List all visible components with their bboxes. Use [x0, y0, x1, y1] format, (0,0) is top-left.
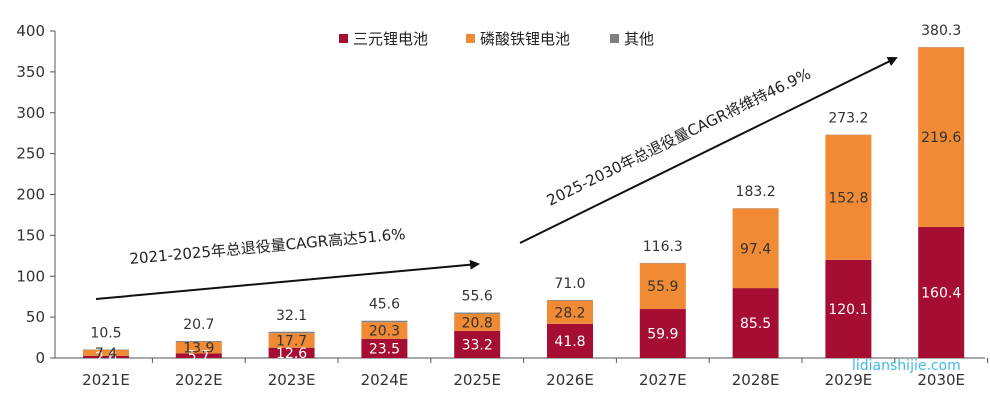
x-tick-label: 2021E [82, 371, 130, 389]
y-tick-label: 350 [16, 63, 45, 81]
total-label: 45.6 [369, 297, 400, 313]
total-label: 116.3 [643, 239, 683, 255]
bar-segment [639, 263, 686, 310]
bar-segment [918, 226, 965, 358]
segment-label: 85.5 [740, 316, 771, 332]
total-label: 55.6 [462, 289, 493, 305]
bars [83, 47, 965, 358]
segment-label: 160.4 [921, 285, 961, 301]
bar-segment [175, 341, 222, 354]
total-label: 20.7 [183, 317, 214, 333]
bar-segment [83, 355, 129, 358]
bar-segment [361, 320, 408, 323]
y-tick-label: 400 [16, 22, 45, 40]
bar-segment [361, 338, 408, 358]
segment-label: 28.2 [554, 305, 585, 321]
bar-segment [83, 349, 129, 356]
bar-segment [268, 347, 315, 358]
segment-label: 7.4 [95, 346, 117, 362]
segment-label: 5.7 [188, 349, 210, 365]
segment-label: 12.6 [276, 346, 307, 362]
segment-label: 20.8 [462, 315, 493, 331]
x-tick-label: 2025E [453, 371, 501, 389]
legend-swatch [466, 34, 475, 43]
bar-segment [918, 47, 965, 227]
bar-segment [454, 313, 501, 331]
legend-swatch [339, 34, 348, 43]
annotation-arrow-1 [95, 259, 480, 300]
segment-label: 17.7 [276, 333, 307, 349]
segment-label: 219.6 [921, 130, 961, 146]
total-label: 183.2 [736, 184, 776, 200]
total-label: 71.0 [554, 276, 585, 292]
legend: 三元锂电池 磷酸铁锂电池 其他 [339, 30, 654, 48]
x-tick-label: 2022E [175, 371, 223, 389]
bar-segment [454, 330, 501, 358]
total-label: 32.1 [276, 308, 307, 324]
y-tick-label: 300 [16, 104, 45, 122]
watermark: lidianshijie.com [852, 358, 961, 374]
axes: 0 50 100 150 200 250 300 350 400 2021E 2022E 2023E 2… [16, 22, 989, 389]
y-tick-label: 200 [16, 186, 45, 204]
bar-segment [268, 331, 315, 334]
bar-segment [547, 300, 593, 324]
segment-label: 55.9 [647, 279, 678, 295]
total-label: 10.5 [90, 325, 121, 341]
x-tick-label: 2024E [361, 371, 409, 389]
x-tick-label: 2023E [268, 371, 316, 389]
legend-swatch [610, 34, 619, 43]
data-labels: 2.67.4 10.5 5.713.9 20.7 12.617.7 32.1 23.5 20.… [90, 23, 961, 366]
bar-segment [732, 288, 779, 358]
y-tick-label: 250 [16, 145, 45, 163]
total-label: 380.3 [921, 23, 961, 39]
segment-label: 59.9 [647, 327, 678, 343]
y-tick-label: 0 [35, 349, 45, 367]
annotation-text-1: 2021-2025年总退役量CAGR高达51.6% [129, 225, 406, 268]
x-tick-label: 2026E [546, 371, 594, 389]
x-tick-label: 2027E [639, 371, 687, 389]
y-tick-label: 50 [26, 308, 45, 326]
bar-segment [268, 333, 315, 348]
bar-segment [175, 341, 222, 342]
segment-label: 23.5 [369, 341, 400, 357]
segment-label: 152.8 [828, 190, 868, 206]
segment-label: 20.3 [369, 323, 400, 339]
bar-segment [454, 312, 501, 314]
x-tick-label: 2029E [825, 371, 873, 389]
segment-label: 41.8 [554, 334, 585, 350]
segment-label: 2.6 [95, 350, 117, 366]
bar-segment [825, 259, 872, 358]
bar-segment [547, 299, 593, 301]
y-tick-label: 150 [16, 226, 45, 244]
x-tick-label: 2030E [917, 371, 965, 389]
legend-label: 其他 [624, 30, 654, 48]
bar-segment [639, 309, 686, 358]
segment-label: 97.4 [740, 241, 771, 257]
legend-label: 磷酸铁锂电池 [480, 30, 570, 48]
y-tick-label: 100 [16, 267, 45, 285]
bar-segment [175, 353, 222, 358]
x-tick-label: 2028E [732, 371, 780, 389]
annotation-arrow-2 [519, 57, 898, 244]
bar-segment [732, 208, 779, 289]
total-label: 273.2 [828, 111, 868, 127]
segment-label: 33.2 [462, 337, 493, 353]
segment-label: 120.1 [828, 302, 868, 318]
legend-label: 三元锂电池 [353, 30, 428, 48]
segment-label: 13.9 [183, 341, 214, 357]
bar-segment [547, 323, 593, 358]
bar-segment [825, 134, 872, 260]
bar-segment [361, 322, 408, 339]
